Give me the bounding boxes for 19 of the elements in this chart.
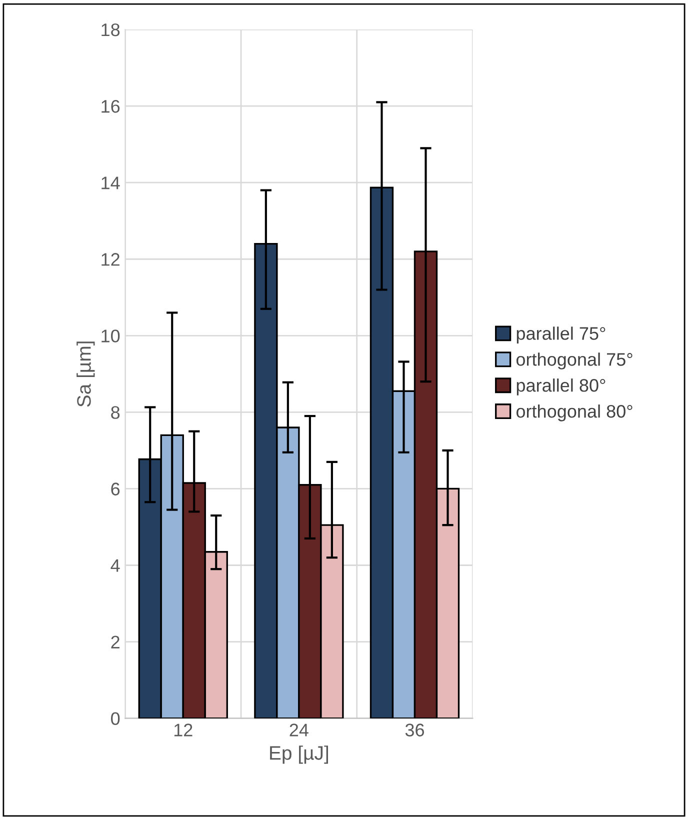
legend-label: orthogonal 75° [516, 352, 632, 370]
legend-label: parallel 80° [516, 378, 606, 396]
legend-label: orthogonal 80° [516, 404, 632, 422]
x-tick-label: 36 [405, 724, 424, 736]
y-tick-label: 18 [102, 23, 120, 36]
y-tick-label: 6 [111, 482, 120, 496]
y-tick-label: 10 [102, 330, 120, 342]
y-tick-label: 4 [110, 559, 120, 572]
x-tick-label: 24 [290, 724, 308, 736]
y-tick-label: 16 [102, 100, 120, 113]
y-tick-label: 2 [111, 636, 120, 648]
y-tick-label: 14 [102, 176, 120, 190]
y-tick-label: 0 [111, 712, 120, 726]
y-axis-title: Sa [µm] [76, 342, 95, 407]
y-tick-label: 12 [102, 253, 120, 266]
y-tick-label: 8 [111, 406, 120, 419]
x-tick-label: 12 [174, 724, 192, 736]
x-axis-title: Ep [µJ] [270, 746, 328, 764]
legend-label: parallel 75° [516, 326, 606, 344]
